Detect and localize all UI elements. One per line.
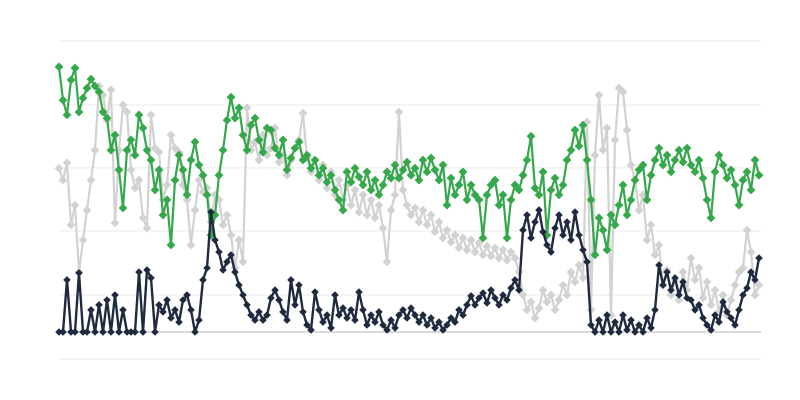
series-markers-gray <box>54 81 764 323</box>
series-navy <box>55 206 763 336</box>
series-gray <box>54 81 764 323</box>
series-markers-green <box>54 62 764 260</box>
series-markers-navy <box>55 206 763 336</box>
series-green <box>54 62 764 260</box>
